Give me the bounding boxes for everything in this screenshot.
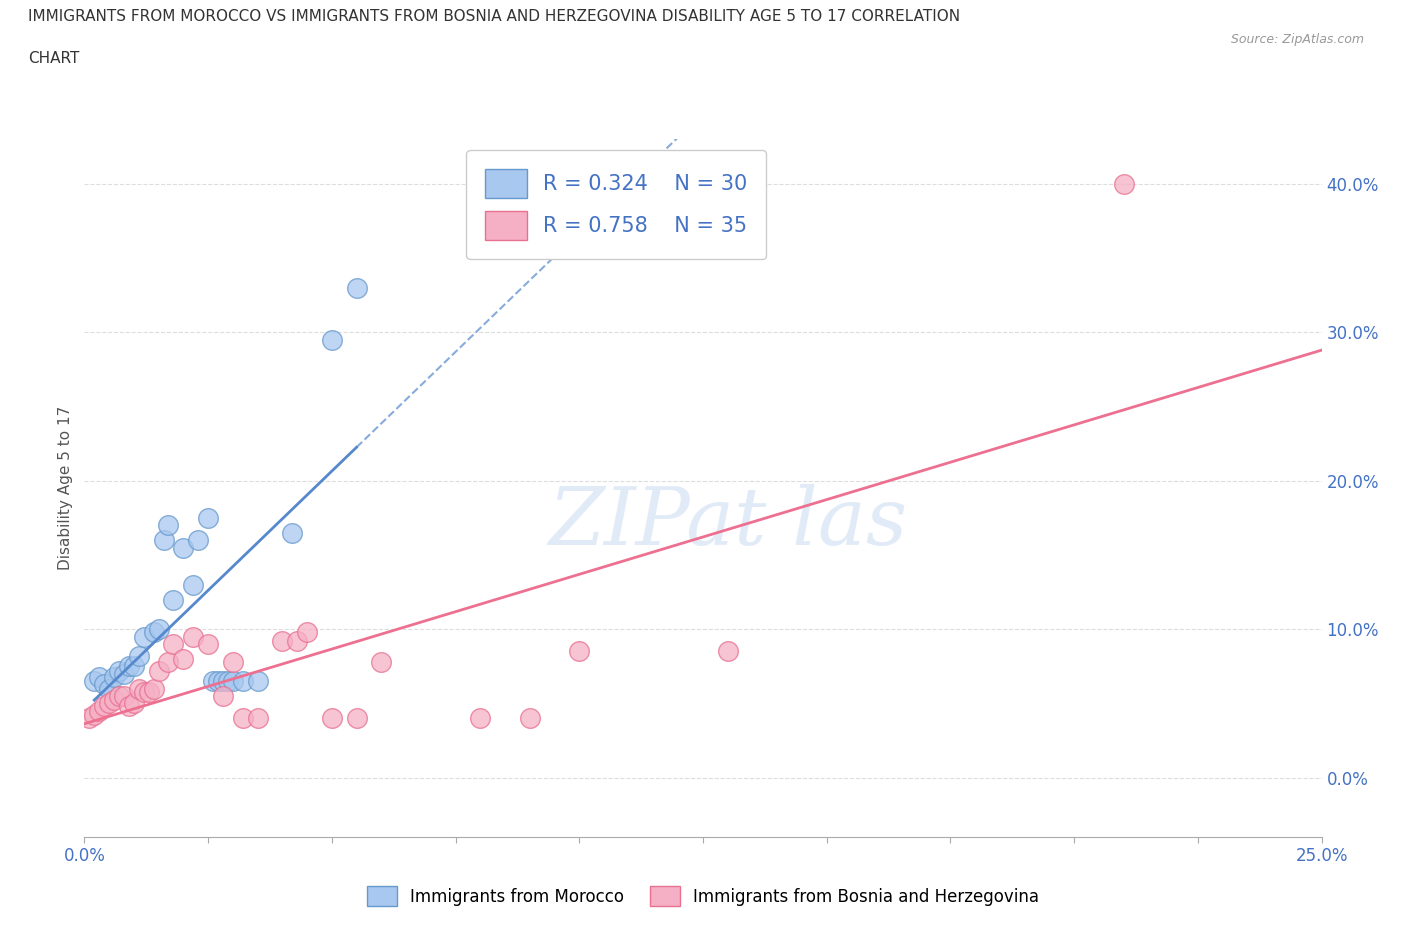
Text: ZIPat las: ZIPat las <box>548 485 907 562</box>
Point <box>568 644 591 659</box>
Point <box>112 688 135 703</box>
Point <box>717 644 740 659</box>
Point <box>217 673 239 688</box>
Point <box>157 518 180 533</box>
Point <box>197 511 219 525</box>
Point <box>89 703 111 718</box>
Point <box>222 655 245 670</box>
Point <box>222 673 245 688</box>
Point <box>118 699 141 714</box>
Point <box>271 633 294 648</box>
Point <box>128 681 150 696</box>
Point <box>212 688 235 703</box>
Legend: Immigrants from Morocco, Immigrants from Bosnia and Herzegovina: Immigrants from Morocco, Immigrants from… <box>360 880 1046 912</box>
Point <box>118 658 141 673</box>
Point <box>281 525 304 540</box>
Point <box>132 684 155 699</box>
Point <box>202 673 225 688</box>
Point <box>148 663 170 678</box>
Point <box>157 655 180 670</box>
Point <box>519 711 541 725</box>
Text: Source: ZipAtlas.com: Source: ZipAtlas.com <box>1230 33 1364 46</box>
Point <box>93 699 115 714</box>
Point <box>172 540 194 555</box>
Point <box>370 655 392 670</box>
Point <box>470 711 492 725</box>
Point <box>162 592 184 607</box>
Point <box>181 630 204 644</box>
Point <box>187 533 209 548</box>
Point <box>181 578 204 592</box>
Point <box>122 658 145 673</box>
Text: IMMIGRANTS FROM MOROCCO VS IMMIGRANTS FROM BOSNIA AND HERZEGOVINA DISABILITY AGE: IMMIGRANTS FROM MOROCCO VS IMMIGRANTS FR… <box>28 9 960 24</box>
Point <box>212 673 235 688</box>
Point <box>83 673 105 688</box>
Point <box>246 673 269 688</box>
Point <box>197 637 219 652</box>
Legend: R = 0.324    N = 30, R = 0.758    N = 35: R = 0.324 N = 30, R = 0.758 N = 35 <box>467 150 766 259</box>
Point <box>142 681 165 696</box>
Point <box>103 693 125 708</box>
Point <box>108 688 131 703</box>
Point <box>285 633 308 648</box>
Point <box>346 281 368 296</box>
Point <box>246 711 269 725</box>
Point <box>93 677 115 692</box>
Point <box>132 630 155 644</box>
Point <box>79 711 101 725</box>
Point <box>232 711 254 725</box>
Point <box>1112 177 1135 192</box>
Point <box>112 666 135 681</box>
Point <box>89 670 111 684</box>
Point <box>83 708 105 723</box>
Point <box>321 711 343 725</box>
Point <box>162 637 184 652</box>
Point <box>152 533 174 548</box>
Point <box>122 696 145 711</box>
Point <box>103 670 125 684</box>
Point <box>142 625 165 640</box>
Point <box>148 622 170 637</box>
Point <box>138 684 160 699</box>
Point <box>98 696 121 711</box>
Point <box>172 652 194 667</box>
Point <box>98 681 121 696</box>
Point <box>108 663 131 678</box>
Point <box>321 332 343 347</box>
Point <box>207 673 229 688</box>
Point <box>232 673 254 688</box>
Point <box>346 711 368 725</box>
Point <box>295 625 318 640</box>
Y-axis label: Disability Age 5 to 17: Disability Age 5 to 17 <box>58 406 73 570</box>
Point <box>128 648 150 663</box>
Text: CHART: CHART <box>28 51 80 66</box>
